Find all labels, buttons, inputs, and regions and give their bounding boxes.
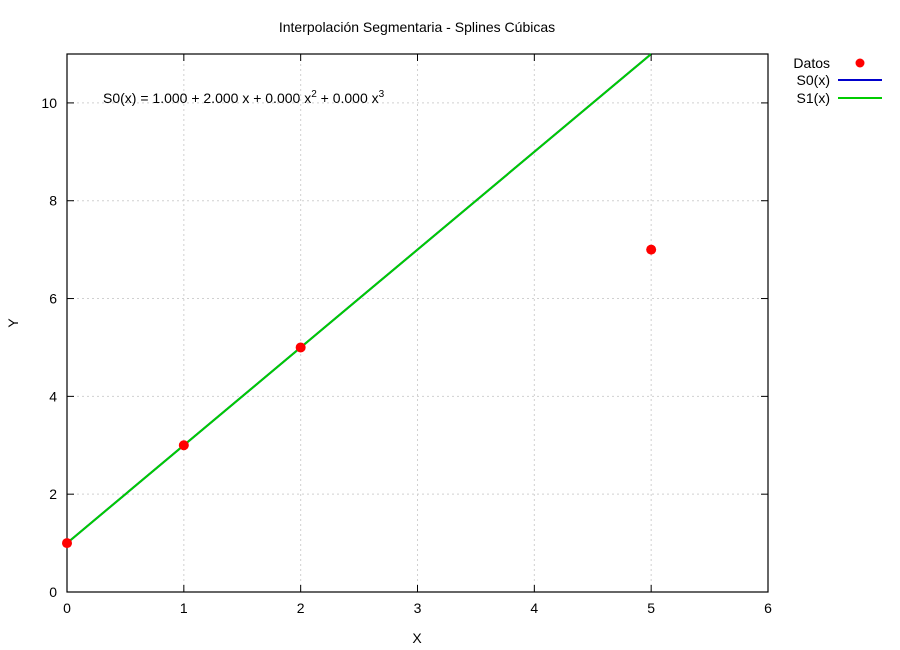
formula-annotation: S0(x) = 1.000 + 2.000 x + 0.000 x2 + 0.0… <box>103 89 385 106</box>
formula-annotation-exp1: 2 <box>311 89 317 100</box>
legend-marker-datos <box>855 58 865 68</box>
y-axis-label: Y <box>5 318 21 328</box>
x-tick-label: 4 <box>530 600 538 616</box>
y-tick-label: 2 <box>49 486 57 502</box>
points-layer <box>62 244 657 549</box>
y-tick-label: 0 <box>49 584 57 600</box>
legend: Datos S0(x) S1(x) <box>793 55 882 106</box>
data-point <box>178 440 189 451</box>
data-point <box>295 342 306 353</box>
legend-label-datos: Datos <box>793 55 830 71</box>
legend-label-s0: S0(x) <box>797 72 830 88</box>
formula-annotation-base: S0(x) = 1.000 + 2.000 x + 0.000 x <box>103 90 311 106</box>
labels-layer: Interpolación Segmentaria - Splines Cúbi… <box>5 19 555 646</box>
x-tick-label: 6 <box>764 600 772 616</box>
x-tick-label: 1 <box>180 600 188 616</box>
formula-annotation-exp2: 3 <box>379 89 385 100</box>
y-tick-label: 10 <box>41 95 57 111</box>
data-point <box>62 538 72 549</box>
series-line-s1 <box>66 53 652 544</box>
ticks-layer: 0 1 2 3 4 5 6 0 2 4 6 8 10 <box>41 54 772 616</box>
x-tick-label: 0 <box>63 600 71 616</box>
y-tick-label: 4 <box>49 388 57 404</box>
legend-label-s1: S1(x) <box>797 90 830 106</box>
x-tick-label: 5 <box>647 600 655 616</box>
y-tick-label: 8 <box>49 193 57 209</box>
formula-annotation-middle: + 0.000 x <box>317 90 379 106</box>
chart-title: Interpolación Segmentaria - Splines Cúbi… <box>279 19 555 35</box>
x-tick-label: 3 <box>414 600 422 616</box>
x-tick-label: 2 <box>297 600 305 616</box>
grid-layer <box>67 54 768 592</box>
y-tick-label: 6 <box>49 291 57 307</box>
data-point <box>646 244 657 255</box>
series-layer <box>66 53 652 544</box>
x-axis-label: X <box>412 630 422 646</box>
